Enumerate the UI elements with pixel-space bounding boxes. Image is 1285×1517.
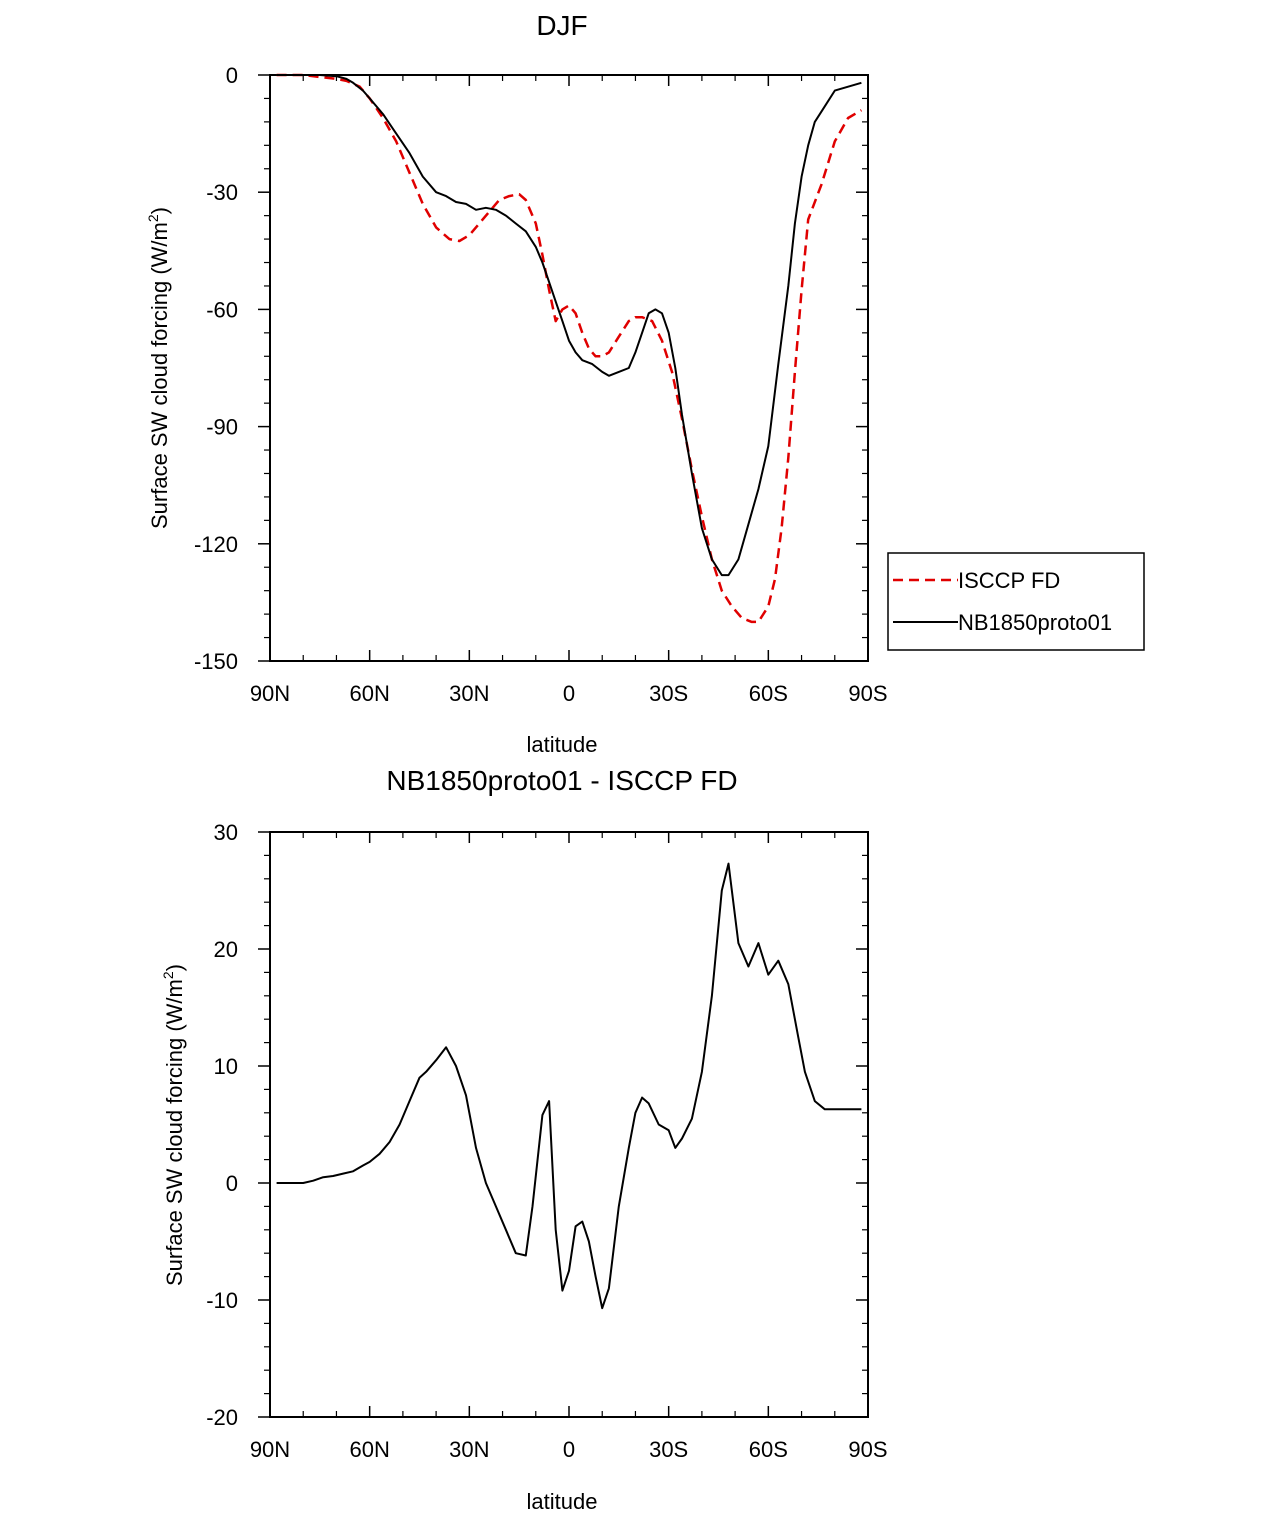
bottom-chart-panel: NB1850proto01 - ISCCP FD 90N 60N 30N 0 30S 60… bbox=[160, 765, 888, 1514]
top-chart-ylabel: Surface SW cloud forcing (W/m2) bbox=[145, 207, 172, 529]
legend-frame bbox=[887, 552, 1145, 651]
top-xtick-label: 60S bbox=[749, 681, 788, 706]
bottom-xtick-label: 30S bbox=[649, 1437, 688, 1462]
top-xtick-label: 60N bbox=[349, 681, 389, 706]
bottom-xtick-label: 60N bbox=[349, 1437, 389, 1462]
top-series-line-nb1850proto01 bbox=[276, 74, 862, 577]
top-ytick-label: 0 bbox=[226, 63, 238, 88]
top-chart-panel: DJF 90N 60N 30N 0 30S 60S 90S 0 -30 -60 -90 -120 -15… bbox=[145, 10, 1145, 757]
top-chart-ticks: 90N 60N 30N 0 30S 60S 90S 0 -30 -60 -90 -120 -150 bbox=[194, 63, 888, 706]
top-ytick-label: -150 bbox=[194, 649, 238, 674]
top-xtick-label: 90S bbox=[848, 681, 887, 706]
top-xtick-label: 90N bbox=[250, 681, 290, 706]
bottom-chart-plot-frame bbox=[269, 831, 869, 1418]
bottom-chart-xlabel: latitude bbox=[527, 1489, 598, 1514]
top-xtick-label: 0 bbox=[563, 681, 575, 706]
bottom-chart-ylabel: Surface SW cloud forcing (W/m2) bbox=[160, 964, 187, 1286]
legend-label-isccp: ISCCP FD bbox=[958, 568, 1060, 593]
bottom-ytick-label: 20 bbox=[214, 937, 238, 962]
bottom-ytick-label: -10 bbox=[206, 1288, 238, 1313]
bottom-xtick-label: 60S bbox=[749, 1437, 788, 1462]
top-xtick-label: 30S bbox=[649, 681, 688, 706]
top-ytick-label: -30 bbox=[206, 180, 238, 205]
top-chart-legend: ISCCP FD NB1850proto01 bbox=[887, 552, 1145, 651]
bottom-xtick-label: 0 bbox=[563, 1437, 575, 1462]
bottom-chart-series bbox=[276, 862, 862, 1310]
bottom-chart-title: NB1850proto01 - ISCCP FD bbox=[386, 765, 737, 796]
bottom-xtick-label: 90N bbox=[250, 1437, 290, 1462]
bottom-series-line-nb1850proto01-isccp-fd bbox=[276, 862, 862, 1310]
top-ytick-label: -120 bbox=[194, 532, 238, 557]
legend-label-model: NB1850proto01 bbox=[958, 610, 1112, 635]
top-chart-xlabel: latitude bbox=[527, 732, 598, 757]
bottom-ytick-label: -20 bbox=[206, 1405, 238, 1430]
bottom-xtick-label: 90S bbox=[848, 1437, 887, 1462]
bottom-chart-ticks: 90N 60N 30N 0 30S 60S 90S 30 20 10 0 -10 -20 bbox=[206, 820, 887, 1462]
top-series-line-isccp-fd bbox=[276, 73, 863, 624]
bottom-xtick-label: 30N bbox=[449, 1437, 489, 1462]
top-ytick-label: -90 bbox=[206, 415, 238, 440]
bottom-ytick-label: 0 bbox=[226, 1171, 238, 1196]
top-chart-series bbox=[276, 73, 863, 624]
top-ytick-label: -60 bbox=[206, 297, 238, 322]
top-chart-title: DJF bbox=[536, 10, 587, 41]
top-xtick-label: 30N bbox=[449, 681, 489, 706]
bottom-ytick-label: 10 bbox=[214, 1054, 238, 1079]
bottom-ytick-label: 30 bbox=[214, 820, 238, 845]
